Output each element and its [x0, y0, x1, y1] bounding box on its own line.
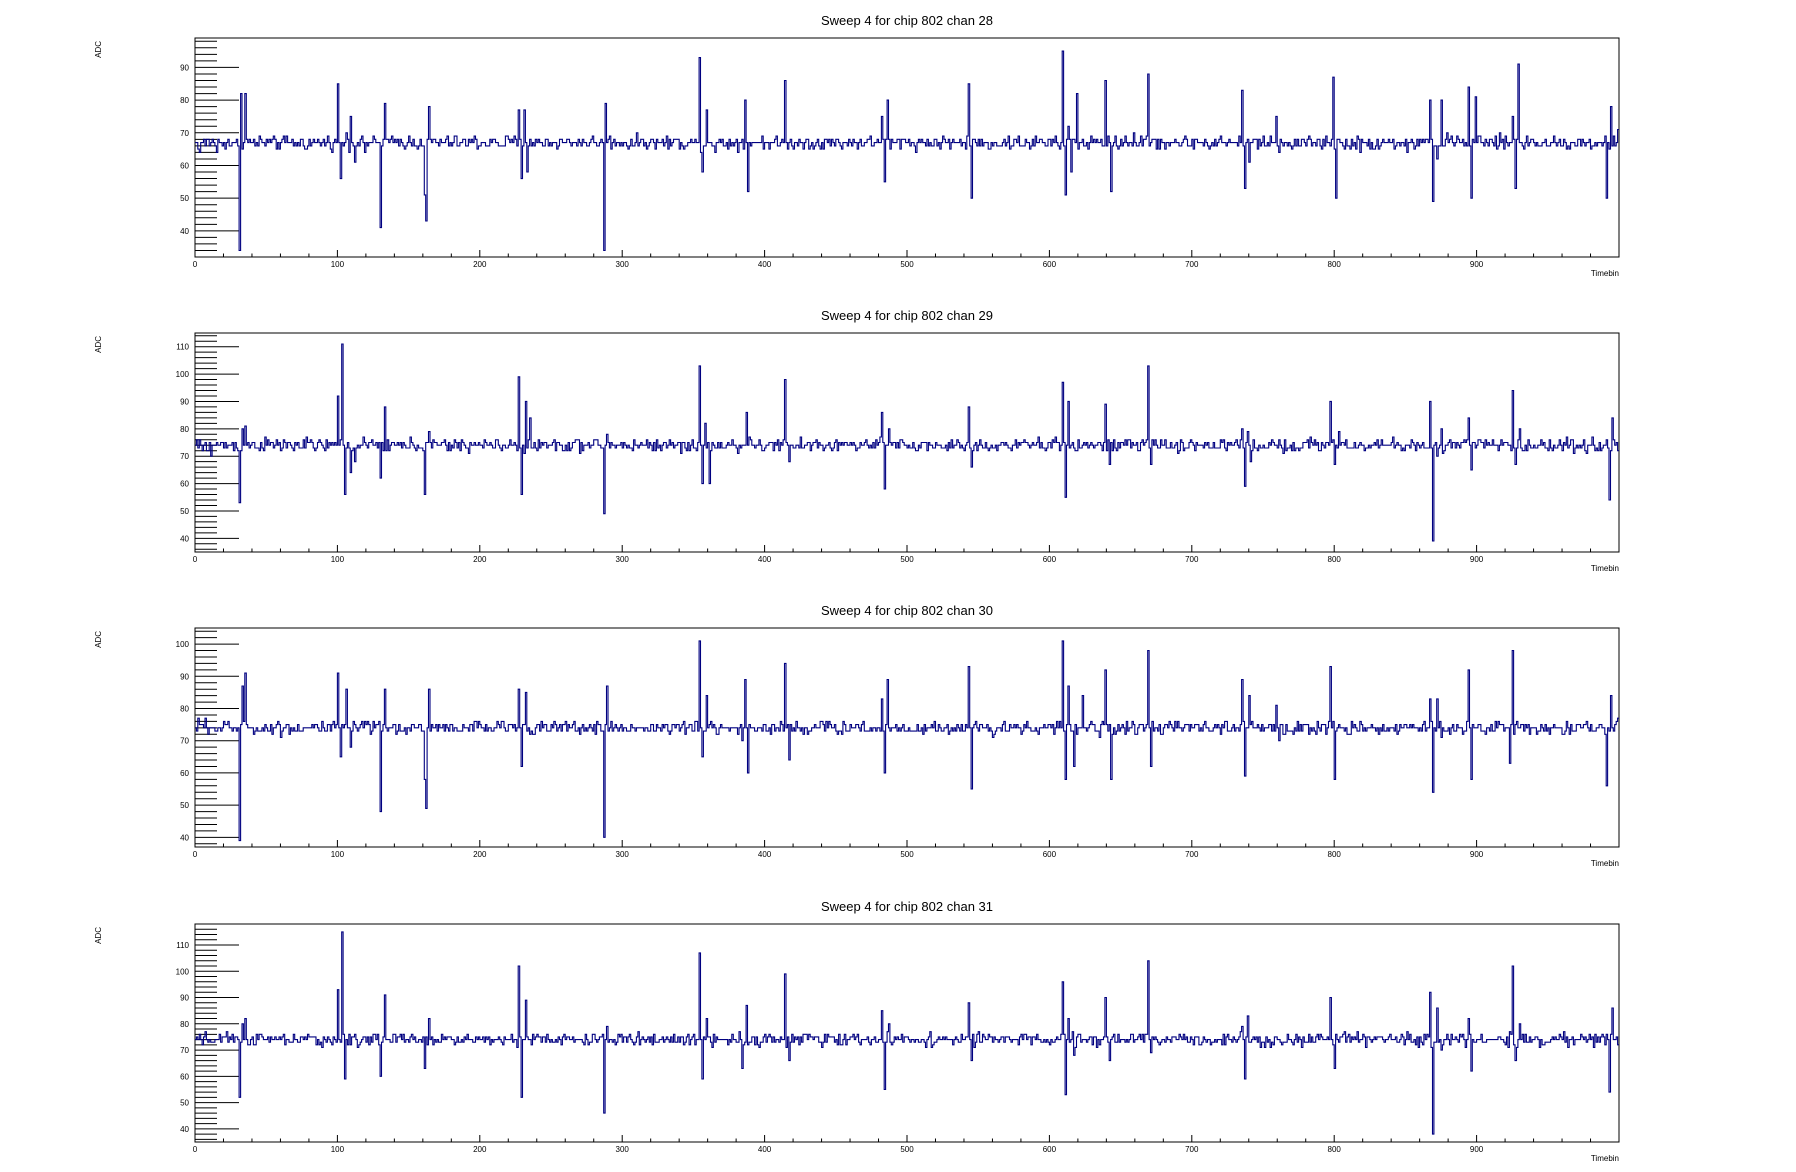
chart-title: Sweep 4 for chip 802 chan 30 [821, 603, 993, 618]
y-tick-label: 70 [180, 452, 189, 461]
y-axis-label: ADC [94, 927, 103, 944]
x-tick-label: 400 [758, 850, 772, 859]
chart-title: Sweep 4 for chip 802 chan 28 [821, 13, 993, 28]
y-tick-label: 110 [176, 941, 189, 950]
x-tick-label: 400 [758, 260, 772, 269]
chart-title: Sweep 4 for chip 802 chan 29 [821, 308, 993, 323]
y-tick-label: 60 [180, 769, 189, 778]
y-axis-label: ADC [94, 41, 103, 58]
x-tick-label: 800 [1328, 850, 1342, 859]
x-tick-label: 800 [1328, 260, 1342, 269]
x-axis-label: Timebin [1591, 1154, 1619, 1163]
x-tick-label: 0 [193, 1145, 198, 1154]
y-tick-label: 60 [180, 1072, 189, 1081]
y-tick-label: 50 [180, 194, 189, 203]
plot-frame [194, 627, 1620, 848]
y-tick-label: 80 [180, 705, 189, 714]
y-axis-label: ADC [94, 336, 103, 353]
y-tick-label: 50 [180, 801, 189, 810]
x-tick-label: 600 [1043, 260, 1057, 269]
y-tick-label: 70 [180, 1046, 189, 1055]
plot-frame [194, 332, 1620, 553]
x-tick-label: 500 [900, 850, 914, 859]
chart-title: Sweep 4 for chip 802 chan 31 [821, 899, 993, 914]
x-tick-label: 0 [193, 260, 198, 269]
y-tick-label: 70 [180, 737, 189, 746]
y-tick-label: 90 [180, 672, 189, 681]
y-tick-label: 80 [180, 1020, 189, 1029]
x-tick-label: 400 [758, 1145, 772, 1154]
x-tick-label: 300 [616, 555, 630, 564]
x-tick-label: 300 [616, 260, 630, 269]
x-tick-label: 900 [1470, 1145, 1484, 1154]
x-tick-label: 200 [473, 850, 487, 859]
series-line [195, 343, 1619, 542]
x-tick-label: 200 [473, 260, 487, 269]
x-tick-label: 600 [1043, 850, 1057, 859]
chart-panel-0: Sweep 4 for chip 802 chan 28 40 50 60 70 80 90… [94, 13, 1620, 278]
x-tick-label: 300 [616, 850, 630, 859]
x-tick-label: 200 [473, 1145, 487, 1154]
x-tick-label: 100 [331, 260, 345, 269]
x-tick-label: 400 [758, 555, 772, 564]
series-line [195, 50, 1619, 252]
y-tick-label: 100 [176, 640, 190, 649]
x-tick-label: 700 [1185, 1145, 1199, 1154]
x-tick-label: 700 [1185, 850, 1199, 859]
x-tick-label: 600 [1043, 555, 1057, 564]
x-axis-label: Timebin [1591, 859, 1619, 868]
y-tick-label: 90 [180, 63, 189, 72]
x-tick-label: 900 [1470, 260, 1484, 269]
x-tick-label: 600 [1043, 1145, 1057, 1154]
series-line [195, 931, 1619, 1135]
x-tick-label: 800 [1328, 1145, 1342, 1154]
x-tick-label: 0 [193, 850, 198, 859]
y-tick-label: 40 [180, 1125, 189, 1134]
y-tick-label: 50 [180, 1099, 189, 1108]
y-tick-label: 40 [180, 534, 189, 543]
y-tick-label: 60 [180, 480, 189, 489]
x-tick-label: 700 [1185, 555, 1199, 564]
y-tick-label: 70 [180, 129, 189, 138]
plot-frame [194, 923, 1620, 1143]
y-tick-label: 100 [176, 967, 190, 976]
x-tick-label: 900 [1470, 555, 1484, 564]
y-tick-label: 60 [180, 161, 189, 170]
chart-panel-2: Sweep 4 for chip 802 chan 30 40 50 60 70 80 90… [94, 603, 1620, 868]
x-tick-label: 200 [473, 555, 487, 564]
x-axis-label: Timebin [1591, 269, 1619, 278]
x-tick-label: 800 [1328, 555, 1342, 564]
x-tick-label: 100 [331, 1145, 345, 1154]
x-tick-label: 700 [1185, 260, 1199, 269]
y-tick-label: 80 [180, 425, 189, 434]
y-tick-label: 90 [180, 397, 189, 406]
x-tick-label: 900 [1470, 850, 1484, 859]
chart-panel-3: Sweep 4 for chip 802 chan 31 40 50 60 70 80 90… [94, 899, 1620, 1163]
y-axis-label: ADC [94, 631, 103, 648]
x-tick-label: 500 [900, 260, 914, 269]
x-tick-label: 300 [616, 1145, 630, 1154]
x-tick-label: 0 [193, 555, 198, 564]
x-tick-label: 500 [900, 555, 914, 564]
y-tick-label: 100 [176, 370, 190, 379]
x-tick-label: 500 [900, 1145, 914, 1154]
x-tick-label: 100 [331, 850, 345, 859]
y-tick-label: 40 [180, 227, 189, 236]
y-tick-label: 50 [180, 507, 189, 516]
y-tick-label: 80 [180, 96, 189, 105]
plot-frame [194, 37, 1620, 258]
series-line [195, 640, 1619, 842]
y-tick-label: 40 [180, 833, 189, 842]
x-axis-label: Timebin [1591, 564, 1619, 573]
chart-panel-1: Sweep 4 for chip 802 chan 29 40 50 60 70 80 90… [94, 308, 1620, 573]
x-tick-label: 100 [331, 555, 345, 564]
y-tick-label: 110 [176, 343, 189, 352]
y-tick-label: 90 [180, 994, 189, 1003]
